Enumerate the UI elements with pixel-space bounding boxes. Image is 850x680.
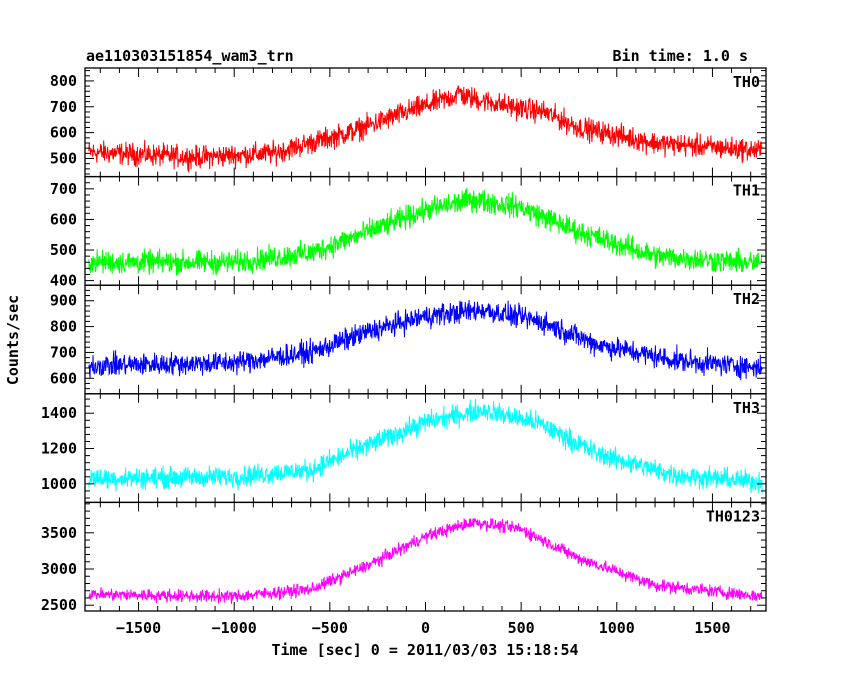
y-tick-label: 900 bbox=[50, 292, 77, 310]
panel-th0123: 2500 3000 3500 TH0123 bbox=[41, 501, 767, 614]
panels-group: 500 600 700 800 TH0 400 500 600 700 TH1 600 700 800 9… bbox=[41, 67, 767, 637]
y-tick-label: 700 bbox=[50, 98, 77, 116]
y-tick-label: 1000 bbox=[41, 475, 77, 493]
series-line-th0123 bbox=[88, 518, 763, 605]
x-tick-label: −500 bbox=[312, 619, 348, 637]
y-tick-label: 500 bbox=[50, 150, 77, 168]
y-tick-label: 500 bbox=[50, 241, 77, 259]
y-tick-label: 700 bbox=[50, 180, 77, 198]
y-tick-label: 600 bbox=[50, 369, 77, 387]
chart-title-left: ae110303151854_wam3_trn bbox=[86, 47, 294, 65]
panel-label: TH3 bbox=[733, 399, 760, 417]
y-tick-label: 3000 bbox=[41, 560, 77, 578]
y-tick-label: 400 bbox=[50, 272, 77, 290]
x-tick-label: 500 bbox=[508, 619, 535, 637]
y-tick-label: 1200 bbox=[41, 440, 77, 458]
y-tick-label: 1400 bbox=[41, 404, 77, 422]
panel-th0: 500 600 700 800 TH0 bbox=[50, 67, 767, 178]
y-tick-label: 600 bbox=[50, 124, 77, 142]
panel-frame bbox=[84, 284, 767, 395]
x-tick-label: 0 bbox=[421, 619, 430, 637]
y-tick-label: 3500 bbox=[41, 524, 77, 542]
chart-title-right: Bin time: 1.0 s bbox=[613, 47, 748, 65]
y-tick-label: 700 bbox=[50, 343, 77, 361]
panel-frame bbox=[84, 393, 767, 504]
panel-th3: 1000 1200 1400 TH3 bbox=[41, 393, 767, 504]
series-line-th2 bbox=[88, 299, 763, 381]
y-axis-label: Counts/sec bbox=[4, 295, 22, 385]
y-tick-label: 2500 bbox=[41, 596, 77, 614]
panel-label: TH0 bbox=[733, 73, 760, 91]
panel-label: TH2 bbox=[733, 290, 760, 308]
series-line-th3 bbox=[88, 399, 763, 494]
x-tick-label: 1500 bbox=[694, 619, 730, 637]
x-tick-label: 1000 bbox=[599, 619, 635, 637]
panel-label: TH1 bbox=[733, 182, 760, 200]
panel-frame bbox=[84, 175, 767, 286]
y-tick-label: 800 bbox=[50, 72, 77, 90]
x-tick-label: −1500 bbox=[116, 619, 161, 637]
panel-th1: 400 500 600 700 TH1 bbox=[50, 175, 767, 290]
x-tick-label: −1000 bbox=[212, 619, 257, 637]
series-line-th0 bbox=[88, 85, 763, 173]
panel-th2: 600 700 800 900 TH2 bbox=[50, 284, 767, 395]
series-line-th1 bbox=[88, 188, 763, 276]
y-tick-label: 600 bbox=[50, 210, 77, 228]
y-tick-label: 800 bbox=[50, 318, 77, 336]
panel-label: TH0123 bbox=[706, 507, 760, 525]
x-axis-label: Time [sec] 0 = 2011/03/03 15:18:54 bbox=[271, 641, 578, 659]
